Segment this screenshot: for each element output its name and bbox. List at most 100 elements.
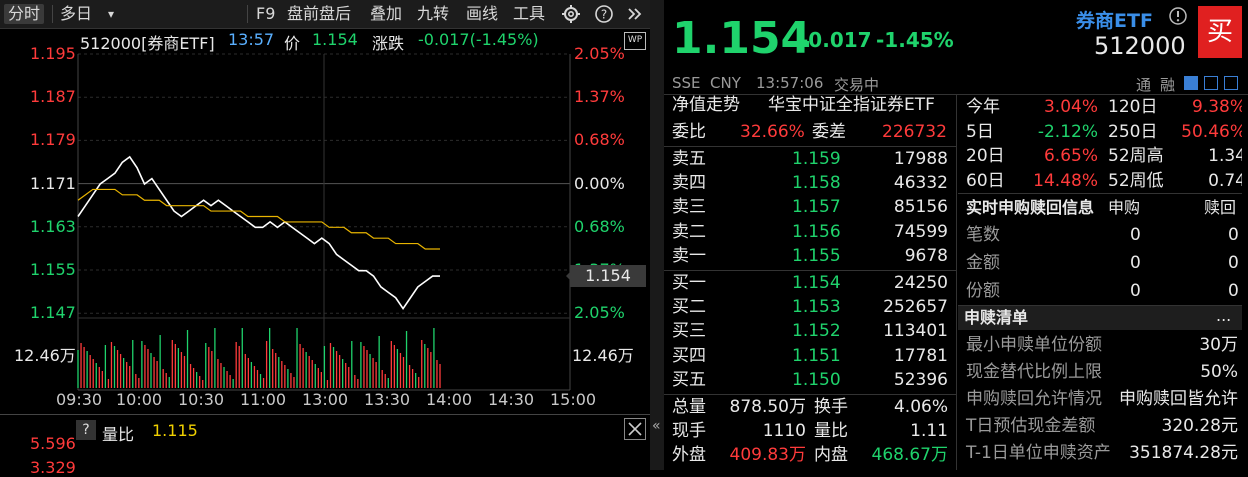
nine-turn-button[interactable]: 九转 — [417, 4, 450, 23]
asks-price[interactable]: 1.156 — [792, 221, 841, 242]
draw-line-button[interactable]: 画线 — [466, 4, 499, 23]
column-divider — [956, 94, 957, 470]
double-chevron-right-icon[interactable] — [626, 4, 644, 29]
total-vol: 878.50万 — [729, 397, 806, 417]
perf-label: 今年 — [966, 97, 1000, 117]
collapse-icon[interactable]: « — [652, 418, 661, 434]
perf-value: 6.65% — [1043, 146, 1098, 166]
tab-intraday[interactable]: 分时 — [4, 4, 45, 24]
creation-sub-value: 0 — [1130, 281, 1141, 301]
indicator-name[interactable]: 量比 — [102, 425, 135, 444]
price-label: 价 — [284, 34, 301, 53]
asks-label: 卖三 — [672, 197, 706, 218]
list-row-value: 50% — [1200, 362, 1238, 382]
perf-label: 52周低 — [1108, 170, 1164, 191]
info-column: 今年 3.04% 120日 9.38% 5日 -2.12% 250日 50.46%… — [958, 94, 1242, 470]
window-icon[interactable] — [1204, 76, 1218, 90]
bids-price[interactable]: 1.150 — [792, 369, 841, 390]
bids-price[interactable]: 1.154 — [792, 273, 841, 293]
perf-label: 5日 — [966, 121, 994, 142]
buy-button[interactable]: 买 — [1198, 6, 1242, 58]
x-tick: 14:30 — [488, 390, 535, 409]
rong-tag: 融 — [1160, 76, 1176, 94]
perf-label: 52周高 — [1108, 146, 1164, 166]
last-price: 1.154 — [672, 13, 812, 64]
asks-price[interactable]: 1.155 — [792, 245, 841, 266]
perf-value: -2.12% — [1037, 121, 1098, 142]
exchange: SSE — [672, 74, 701, 92]
tools-button[interactable]: 工具 — [513, 4, 546, 23]
volume-scale-left: 12.46万 — [14, 346, 76, 365]
y-tick-left: 1.187 — [30, 87, 76, 107]
help-icon[interactable]: ? — [594, 4, 614, 29]
change-label: 涨跌 — [372, 34, 405, 53]
tracking-index[interactable]: 华宝中证全指证券ETF — [768, 95, 935, 115]
security-name: 券商ETF — [1076, 10, 1153, 32]
creation-row-label: 金额 — [966, 253, 1000, 273]
x-tick: 15:00 — [550, 390, 597, 409]
bids-price[interactable]: 1.153 — [792, 297, 841, 318]
price-value: 1.154 — [312, 30, 358, 49]
panel-splitter[interactable] — [650, 0, 664, 470]
asks-price[interactable]: 1.159 — [792, 149, 841, 169]
list-row-label: 最小申赎单位份额 — [966, 335, 1102, 355]
gear-icon[interactable] — [561, 4, 581, 29]
multiday-dropdown-icon[interactable]: ▾ — [108, 7, 115, 21]
f9-button[interactable]: F9 — [256, 4, 276, 23]
list-row-value: 351874.28元 — [1129, 443, 1238, 463]
intraday-chart[interactable] — [0, 28, 650, 470]
close-indicator-icon[interactable] — [624, 418, 646, 440]
asks-label: 卖四 — [672, 173, 706, 194]
bids-label: 买五 — [672, 369, 706, 390]
weibi-label: 委比 — [672, 122, 706, 142]
bids-price[interactable]: 1.151 — [792, 345, 841, 366]
turnover-label: 换手 — [814, 397, 848, 417]
bids-price[interactable]: 1.152 — [792, 321, 841, 342]
perf-label: 20日 — [966, 146, 1005, 166]
indicator-help-button[interactable]: ? — [76, 420, 96, 440]
creation-red-value: 0 — [1228, 225, 1239, 245]
overlay-button[interactable]: 叠加 — [370, 4, 403, 23]
premarket-button[interactable]: 盘前盘后 — [287, 4, 352, 23]
indicator-tick-2: 3.329 — [30, 458, 76, 477]
perf-value: 9.38% — [1191, 97, 1242, 117]
perf-label: 120日 — [1108, 97, 1158, 117]
y-tick-left: 1.147 — [30, 303, 76, 323]
popout-icon[interactable] — [1224, 76, 1238, 90]
y-tick-left: 1.195 — [30, 44, 76, 63]
y-tick-right: 0.00% — [574, 173, 625, 193]
inner-label: 内盘 — [814, 445, 848, 465]
chart-toolbar: 分时 多日 ▾ F9 盘前盘后 叠加 九转 画线 工具 ? — [0, 0, 650, 29]
asks-volume: 85156 — [893, 197, 948, 218]
asks-price[interactable]: 1.157 — [792, 197, 841, 218]
creation-row-label: 份额 — [966, 281, 1000, 301]
list-row-value: 320.28元 — [1161, 416, 1238, 436]
rule-3 — [664, 270, 956, 271]
rule-4 — [664, 394, 956, 395]
y-tick-right: 0.68% — [574, 216, 625, 236]
svg-text:?: ? — [601, 8, 607, 22]
edit-icon[interactable] — [1184, 76, 1198, 90]
bids-volume: 17781 — [893, 345, 948, 366]
x-tick: 10:30 — [178, 390, 225, 409]
y-tick-right: 0.68% — [574, 130, 625, 150]
asks-volume: 17988 — [893, 149, 948, 169]
y-tick-right: 2.05% — [574, 44, 625, 63]
list-row-label: 申购赎回允许情况 — [966, 389, 1102, 409]
asks-label: 卖五 — [672, 149, 706, 169]
weicha-value: 226732 — [882, 122, 947, 142]
current-price-tag: 1.154 — [570, 265, 646, 287]
y-tick-right: 2.05% — [574, 303, 625, 323]
perf-label: 250日 — [1108, 121, 1158, 142]
x-tick: 14:00 — [426, 390, 473, 409]
nav-trend-link[interactable]: 净值走势 — [672, 95, 740, 115]
y-tick-right: 1.37% — [574, 87, 625, 107]
rule-2 — [664, 146, 956, 147]
wp-icon[interactable]: WP — [624, 32, 646, 50]
list-more-button[interactable]: ... — [1216, 306, 1232, 325]
tab-multiday[interactable]: 多日 — [60, 4, 93, 23]
info-icon[interactable] — [1168, 6, 1188, 30]
creation-red-header: 赎回 — [1204, 198, 1237, 217]
asks-price[interactable]: 1.158 — [792, 173, 841, 194]
bids-label: 买三 — [672, 321, 706, 342]
